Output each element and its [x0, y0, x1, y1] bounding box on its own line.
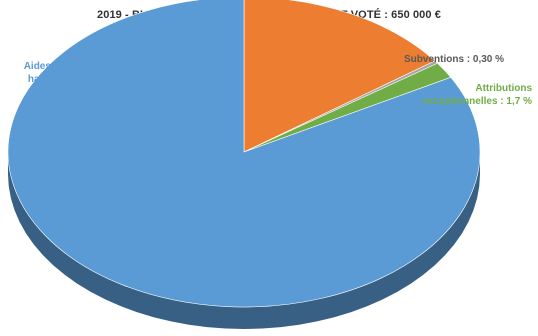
slice-label-subventions: Subventions : 0,30 %	[404, 53, 504, 66]
slice-label-line: Attributions	[475, 83, 532, 94]
slice-label-attributions: Attributions exceptionnelles : 1,7 %	[416, 82, 533, 108]
pie-slice-3	[7, 0, 481, 308]
slice-label-exoneration: Exonération de cotisations : 15 %	[244, 39, 388, 65]
slice-label-line: Subventions : 0,30 %	[404, 54, 505, 65]
slice-label-line: Exonération	[287, 40, 345, 51]
slice-label-line: exceptionnelles : 1,7 %	[422, 96, 533, 107]
slice-label-line: handicapées : 83 %	[27, 74, 121, 85]
slice-label-line: Aides aux personnes	[23, 61, 125, 72]
pie-slice-0	[243, 0, 436, 153]
slice-label-aides: Aides aux personnes handicapées : 83 %	[8, 60, 140, 86]
slice-label-line: de cotisations : 15 %	[266, 53, 366, 64]
